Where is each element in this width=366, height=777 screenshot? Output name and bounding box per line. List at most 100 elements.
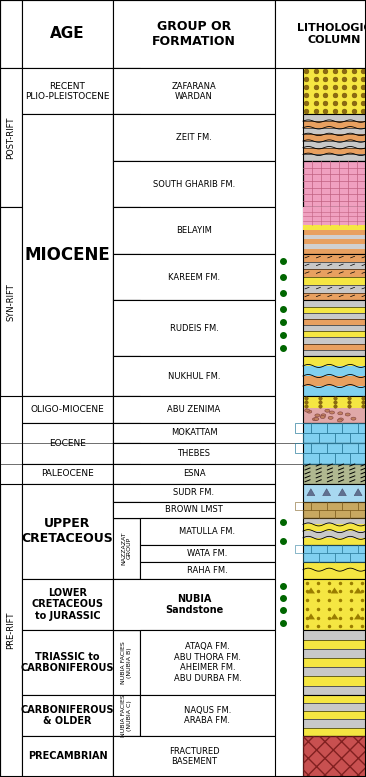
Bar: [303, 337, 366, 343]
Bar: [303, 464, 366, 484]
Bar: [303, 127, 366, 134]
Bar: [113, 736, 275, 777]
Bar: [113, 736, 140, 777]
Bar: [113, 579, 140, 630]
Bar: [303, 313, 366, 319]
Bar: [350, 433, 366, 443]
Bar: [113, 301, 275, 356]
Bar: [22, 396, 113, 423]
Bar: [311, 423, 326, 433]
Bar: [303, 350, 366, 356]
Bar: [113, 207, 140, 254]
Text: RECENT
PLIO-PLEISTOCENE: RECENT PLIO-PLEISTOCENE: [25, 82, 110, 101]
Bar: [303, 736, 366, 777]
Text: MOKATTAM: MOKATTAM: [171, 428, 217, 437]
Text: ESNA: ESNA: [183, 469, 205, 479]
Text: NUBIA FACIES
(NUBIA B): NUBIA FACIES (NUBIA B): [121, 641, 132, 684]
Bar: [113, 207, 275, 254]
Bar: [22, 630, 113, 695]
Bar: [113, 423, 140, 443]
Bar: [303, 161, 366, 207]
Bar: [303, 711, 366, 720]
Polygon shape: [354, 613, 362, 619]
Polygon shape: [322, 489, 330, 496]
Text: ABU ZENIMA: ABU ZENIMA: [167, 405, 221, 414]
Bar: [303, 517, 366, 545]
Bar: [22, 114, 113, 396]
Bar: [0, 484, 22, 777]
Bar: [326, 423, 342, 433]
Bar: [303, 630, 366, 639]
Bar: [303, 649, 366, 658]
Bar: [303, 736, 366, 777]
Bar: [303, 343, 366, 350]
Text: ZEIT FM.: ZEIT FM.: [176, 133, 212, 142]
Ellipse shape: [320, 416, 325, 419]
Bar: [303, 695, 366, 736]
Bar: [303, 553, 319, 563]
Bar: [342, 443, 358, 453]
Text: PRECAMBRIAN: PRECAMBRIAN: [28, 751, 107, 761]
Bar: [303, 207, 366, 225]
Bar: [350, 453, 366, 464]
Bar: [22, 484, 113, 579]
Text: PRE-RIFT: PRE-RIFT: [7, 611, 15, 649]
Text: PALEOCENE: PALEOCENE: [41, 469, 94, 479]
Text: FRACTURED
BASEMENT: FRACTURED BASEMENT: [169, 747, 219, 766]
Ellipse shape: [325, 409, 330, 413]
Ellipse shape: [321, 414, 326, 416]
Text: LITHOLOGIC
COLUMN: LITHOLOGIC COLUMN: [297, 23, 366, 45]
Bar: [295, 545, 311, 553]
Ellipse shape: [337, 419, 342, 422]
Bar: [22, 736, 113, 777]
Bar: [319, 553, 335, 563]
Bar: [295, 423, 311, 433]
Text: TRIASSIC to
CARBONIFEROUS: TRIASSIC to CARBONIFEROUS: [21, 652, 114, 674]
Text: MATULLA FM.: MATULLA FM.: [179, 527, 236, 535]
Text: UPPER
CRETACEOUS: UPPER CRETACEOUS: [22, 517, 113, 545]
Bar: [303, 685, 366, 695]
Bar: [295, 502, 311, 510]
Text: OLIGO-MIOCENE: OLIGO-MIOCENE: [31, 405, 104, 414]
Bar: [303, 695, 366, 703]
Bar: [342, 423, 358, 433]
Text: SUDR FM.: SUDR FM.: [173, 488, 214, 497]
Text: BROWN LMST: BROWN LMST: [165, 505, 223, 514]
Bar: [303, 524, 366, 531]
Bar: [303, 563, 366, 579]
Bar: [113, 114, 275, 161]
Text: THEBES: THEBES: [178, 449, 210, 458]
Ellipse shape: [338, 412, 343, 415]
Bar: [113, 114, 140, 161]
Text: NUKHUL FM.: NUKHUL FM.: [168, 371, 220, 381]
Bar: [303, 301, 366, 307]
Polygon shape: [307, 613, 315, 619]
Bar: [335, 553, 350, 563]
Bar: [113, 484, 275, 502]
Bar: [303, 408, 366, 423]
Bar: [303, 114, 366, 161]
Bar: [303, 510, 319, 517]
Text: ATAQA FM.
ABU THORA FM.
AHEIMER FM.
ABU DURBA FM.: ATAQA FM. ABU THORA FM. AHEIMER FM. ABU …: [173, 643, 242, 683]
Bar: [303, 376, 366, 386]
Ellipse shape: [351, 417, 356, 420]
Bar: [303, 453, 319, 464]
Polygon shape: [330, 587, 339, 594]
Text: GROUP OR
FORMATION: GROUP OR FORMATION: [152, 20, 236, 48]
Bar: [303, 307, 366, 313]
Bar: [303, 658, 366, 667]
Bar: [113, 161, 275, 207]
Text: WATA FM.: WATA FM.: [187, 549, 228, 558]
Polygon shape: [354, 489, 362, 496]
Bar: [113, 630, 140, 695]
Polygon shape: [330, 613, 339, 619]
Bar: [140, 545, 275, 563]
Bar: [303, 703, 366, 711]
Bar: [311, 502, 326, 510]
Bar: [22, 0, 113, 68]
Ellipse shape: [305, 409, 310, 412]
Ellipse shape: [314, 417, 319, 420]
Ellipse shape: [329, 411, 335, 414]
Bar: [113, 695, 140, 736]
Bar: [335, 433, 350, 443]
